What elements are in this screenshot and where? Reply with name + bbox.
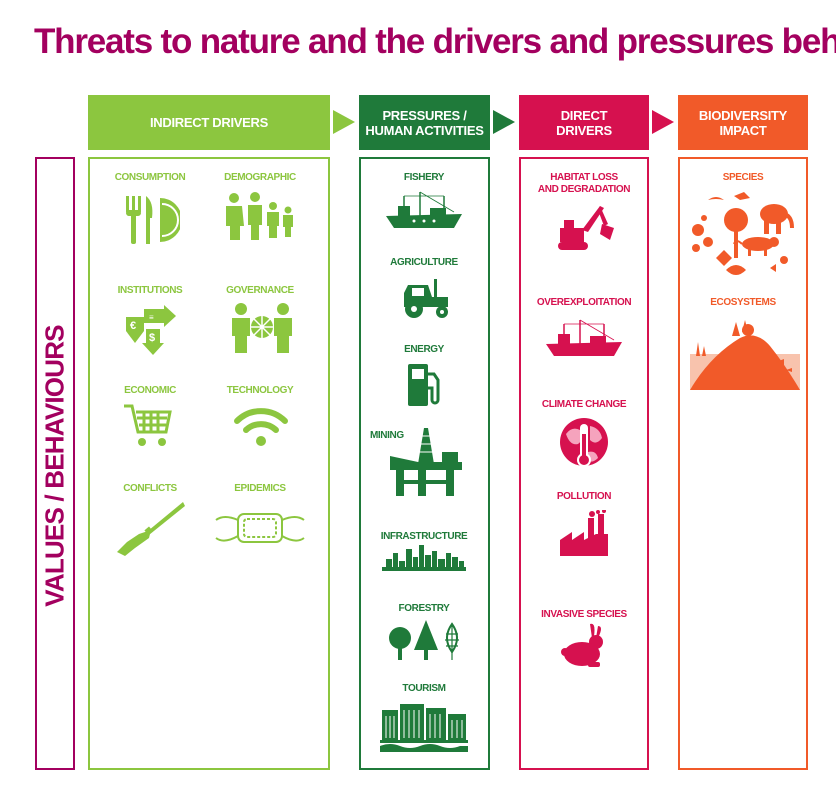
- direct-drivers-header: DIRECT DRIVERS: [519, 95, 649, 150]
- label-invasive-species: INVASIVE SPECIES: [541, 609, 627, 620]
- biodiversity-impact-header-label: BIODIVERSITY IMPACT: [698, 107, 788, 138]
- indirect-drivers-header: INDIRECT DRIVERS: [88, 95, 330, 150]
- rifle-icon: [117, 502, 185, 556]
- fuel-pump-icon: [408, 364, 440, 406]
- label-infrastructure: INFRASTRUCTURE: [380, 531, 468, 542]
- values-behaviours-box: [35, 157, 75, 770]
- rabbit-icon: [561, 623, 603, 667]
- globe-thermometer-icon: [560, 418, 608, 467]
- biodiversity-impact-header: BIODIVERSITY IMPACT: [678, 95, 808, 150]
- city-skyline-icon: [382, 545, 466, 571]
- label-mining: MINING: [370, 430, 404, 441]
- svg-text:€: €: [130, 320, 136, 332]
- pressures-header-label: PRESSURES / HUMAN ACTIVITIES: [365, 107, 484, 138]
- label-epidemics: EPIDEMICS: [234, 483, 286, 494]
- svg-text:≡: ≡: [149, 313, 154, 322]
- label-institutions: INSTITUTIONS: [117, 285, 183, 296]
- handshake-people-icon: [232, 303, 292, 353]
- biodiversity-impact-box: [678, 157, 808, 770]
- indirect-drivers-header-label: INDIRECT DRIVERS: [150, 115, 268, 130]
- face-mask-icon: [215, 513, 305, 543]
- label-conflicts: CONFLICTS: [123, 483, 177, 494]
- pressures-header: PRESSURES / HUMAN ACTIVITIES: [359, 95, 490, 150]
- ecosystem-landscape-icon: [690, 320, 800, 390]
- pressures-box: [359, 157, 490, 770]
- label-demographic: DEMOGRAPHIC: [224, 172, 296, 183]
- hotels-beach-icon: [380, 704, 468, 752]
- trees-icon: [389, 620, 459, 660]
- label-overexploitation: OVEREXPLOITATION: [536, 297, 632, 308]
- page-title: Threats to nature and the drivers and pr…: [34, 22, 836, 61]
- oil-rig-icon: [390, 428, 462, 496]
- label-species: SPECIES: [722, 172, 764, 183]
- label-energy: ENERGY: [404, 344, 444, 355]
- label-tourism: TOURISM: [402, 683, 446, 694]
- label-ecosystems: ECOSYSTEMS: [710, 297, 776, 308]
- label-climate-change: CLIMATE CHANGE: [541, 399, 627, 410]
- arrow-right-icon: [652, 110, 674, 134]
- fishing-boat-icon: [386, 191, 462, 228]
- tractor-icon: [404, 279, 448, 318]
- arrow-right-icon: [333, 110, 355, 134]
- excavator-icon: [558, 206, 614, 250]
- label-pollution: POLLUTION: [556, 491, 612, 502]
- label-governance: GOVERNANCE: [226, 285, 294, 296]
- species-animals-icon: [692, 192, 794, 275]
- label-forestry: FORESTRY: [398, 603, 450, 614]
- label-fishery: FISHERY: [403, 172, 445, 183]
- label-habitat-loss: HABITAT LOSS AND DEGRADATION: [537, 172, 631, 195]
- currency-exchange-icon: € $ ≡: [126, 305, 176, 355]
- label-consumption: CONSUMPTION: [114, 172, 186, 183]
- shopping-cart-icon: [124, 404, 172, 446]
- values-behaviours-label: VALUES / BEHAVIOURS: [39, 325, 70, 607]
- label-economic: ECONOMIC: [124, 385, 176, 396]
- family-icon: [226, 192, 293, 240]
- direct-drivers-header-label: DIRECT DRIVERS: [556, 107, 612, 138]
- label-agriculture: AGRICULTURE: [390, 257, 458, 268]
- indirect-drivers-box: [88, 157, 330, 770]
- wifi-icon: [234, 408, 288, 446]
- fishing-boat-icon: [546, 319, 622, 356]
- arrow-right-icon: [493, 110, 515, 134]
- utensils-plate-icon: [126, 196, 180, 244]
- label-technology: TECHNOLOGY: [226, 385, 294, 396]
- factory-icon: [560, 510, 608, 556]
- direct-drivers-box: [519, 157, 649, 770]
- svg-text:$: $: [149, 332, 155, 344]
